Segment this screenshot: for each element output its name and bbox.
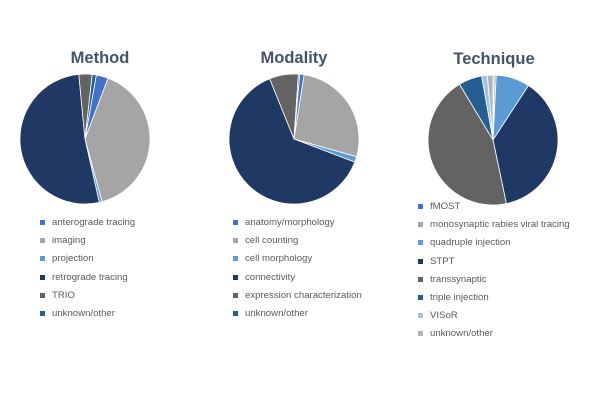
modality-legend: anatomy/morphology cell counting cell morp… (233, 216, 362, 325)
legend-swatch (233, 310, 238, 316)
chart-title: Method (70, 49, 130, 67)
legend-swatch (418, 222, 423, 228)
legend-label: STPT (430, 255, 455, 267)
legend-swatch (40, 238, 45, 244)
legend-swatch (233, 220, 238, 225)
pie-slice-cell-counting (293, 74, 360, 158)
legend-swatch (418, 258, 423, 264)
legend-item-triple-injection: triple injection (418, 291, 570, 309)
modality-panel: Modality anatomy/morphology cell counting… (194, 0, 394, 400)
legend-swatch (418, 294, 423, 300)
legend-item-connectivity: connectivity (233, 271, 362, 289)
legend-swatch (40, 292, 45, 298)
pie-slice-stpt (492, 85, 559, 205)
legend-label: imaging (52, 235, 86, 247)
legend-label: unknown/other (245, 307, 308, 319)
legend-item-transsynaptic: transsynaptic (418, 273, 570, 291)
legend-swatch (418, 276, 423, 282)
legend-label: unknown/other (430, 328, 493, 340)
legend-label: fMOST (430, 201, 461, 212)
modality-pie (228, 73, 360, 205)
legend-item-imaging: imaging (40, 234, 135, 252)
legend-swatch (233, 292, 238, 298)
legend-swatch (418, 240, 423, 246)
pie-slice-transsynaptic (427, 83, 507, 206)
legend-label: triple injection (430, 291, 489, 303)
legend-item-unknown-other: unknown/other (233, 307, 362, 325)
legend-label: VISoR (430, 310, 458, 322)
method-panel: Method anterograde tracing imaging project… (0, 0, 200, 400)
pie-slice-unknown-other (84, 73, 97, 140)
legend-item-fmost: fMOST (418, 200, 570, 218)
legend-item-stpt: STPT (418, 255, 570, 273)
legend-label: expression characterization (245, 289, 362, 301)
legend-label: projection (52, 253, 94, 265)
legend-label: unknown/other (52, 307, 115, 319)
legend-item-expression-characterization: expression characterization (233, 289, 362, 307)
legend-label: retrograde tracing (52, 271, 128, 283)
technique-pie (427, 74, 559, 206)
legend-label: cell morphology (245, 253, 313, 265)
legend-label: monosynaptic rabies viral tracing (430, 219, 570, 231)
legend-label: cell counting (245, 235, 299, 247)
legend-item-projection: projection (40, 252, 135, 270)
chart-title: Technique (453, 50, 535, 68)
legend-label: anatomy/morphology (245, 217, 335, 228)
legend-swatch (233, 256, 238, 262)
legend-item-unknown-other: unknown/other (40, 307, 135, 325)
legend-item-cell-morphology: cell morphology (233, 252, 362, 270)
legend-swatch (418, 331, 423, 337)
legend-item-quadruple-injection: quadruple injection (418, 236, 570, 254)
legend-item-visor: VISoR (418, 309, 570, 327)
legend-swatch (418, 204, 423, 209)
method-legend: anterograde tracing imaging projection retr… (40, 216, 135, 325)
legend-label: quadruple injection (430, 237, 511, 249)
legend-item-cell-counting: cell counting (233, 234, 362, 252)
legend-item-retrograde-tracing: retrograde tracing (40, 271, 135, 289)
legend-label: TRIO (52, 289, 75, 301)
pie-slice-unknown-other (486, 74, 494, 141)
legend-label: transsynaptic (430, 273, 487, 285)
legend-label: anterograde tracing (52, 217, 136, 228)
legend-swatch (233, 274, 238, 280)
pie-slice-connectivity (228, 78, 356, 205)
technique-panel: Technique fMOST monosynaptic rabies viral… (394, 0, 594, 400)
pie-slice-retrograde-tracing (19, 73, 100, 205)
legend-swatch (40, 310, 45, 316)
legend-swatch (40, 256, 45, 262)
method-pie (19, 73, 151, 205)
legend-item-anatomy-morphology: anatomy/morphology (233, 216, 362, 234)
legend-swatch (418, 313, 423, 319)
chart-title: Modality (260, 49, 328, 67)
legend-label: connectivity (245, 271, 296, 283)
technique-legend: fMOST monosynaptic rabies viral tracing qu… (418, 200, 570, 346)
legend-swatch (40, 220, 45, 225)
pie-slice-unknown-other (293, 73, 301, 140)
legend-swatch (233, 238, 238, 244)
legend-item-trio: TRIO (40, 289, 135, 307)
legend-item-monosynaptic-rabies-viral-tracing: monosynaptic rabies viral tracing (418, 218, 570, 236)
legend-item-unknown-other: unknown/other (418, 327, 570, 345)
legend-swatch (40, 274, 45, 280)
pie-slice-imaging (84, 77, 151, 203)
legend-item-anterograde-tracing: anterograde tracing (40, 216, 135, 234)
